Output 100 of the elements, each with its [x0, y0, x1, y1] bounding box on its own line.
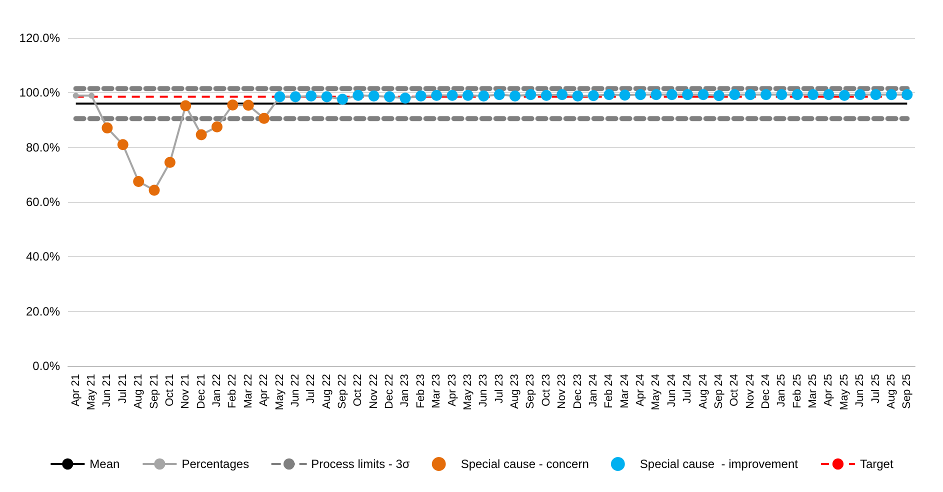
- x-tick-label: May 22: [274, 374, 286, 410]
- point: [164, 156, 176, 168]
- x-tick-label: Jun 22: [289, 374, 302, 408]
- x-tick-label: Sep 21: [148, 374, 160, 409]
- x-tick-label: Nov 22: [368, 374, 380, 409]
- x-tick-label: Dec 24: [760, 374, 772, 409]
- x-tick-label: Aug 23: [509, 374, 522, 409]
- point: [148, 184, 160, 196]
- point: [870, 89, 882, 100]
- point: [823, 89, 834, 100]
- x-tick-label: Sep 22: [336, 374, 348, 409]
- point: [290, 91, 301, 102]
- x-tick-label: May 23: [462, 374, 474, 410]
- point: [212, 121, 223, 132]
- point: [258, 112, 270, 124]
- x-tick-label: Jan 22: [211, 374, 224, 408]
- point: [196, 129, 207, 140]
- x-tick-label: Feb 22: [226, 374, 239, 408]
- x-tick-label: Oct 22: [352, 374, 364, 406]
- x-tick-label: Nov 23: [556, 374, 568, 409]
- x-tick-label: Jan 23: [399, 374, 412, 408]
- point: [117, 139, 128, 150]
- x-tick-label: Mar 22: [242, 374, 254, 408]
- y-tick-label: 120.0%: [19, 31, 60, 45]
- legend-label: Special cause - concern: [460, 457, 589, 471]
- point: [510, 90, 521, 102]
- point: [682, 89, 694, 100]
- x-tick-label: Jul 21: [116, 374, 129, 404]
- x-tick-label: Jun 25: [854, 374, 866, 408]
- point: [306, 90, 317, 102]
- point: [180, 100, 192, 112]
- y-tick-label: 60.0%: [26, 195, 60, 209]
- legend-label: Special cause - improvement: [640, 457, 799, 471]
- point: [886, 89, 897, 100]
- legend-label: Percentages: [182, 457, 250, 471]
- y-tick-label: 0.0%: [32, 359, 60, 373]
- x-tick-label: Aug 22: [320, 374, 333, 409]
- point: [808, 89, 819, 100]
- x-tick-label: Jun 23: [478, 374, 490, 408]
- point: [792, 89, 803, 100]
- x-tick-label: Apr 24: [634, 374, 647, 406]
- x-tick-label: Aug 24: [697, 374, 710, 409]
- point: [88, 92, 95, 99]
- x-tick-label: Nov 24: [744, 374, 756, 409]
- point: [446, 90, 458, 101]
- point: [494, 89, 505, 100]
- point: [368, 90, 380, 102]
- x-tick-label: May 25: [838, 374, 850, 410]
- x-tick-label: Jun 21: [101, 374, 114, 408]
- point: [102, 122, 113, 134]
- x-tick-label: Mar 24: [618, 374, 631, 408]
- point: [760, 89, 772, 100]
- x-tick-label: Oct 21: [164, 374, 176, 406]
- point: [902, 89, 913, 100]
- point: [666, 89, 678, 100]
- point: [838, 90, 850, 101]
- point: [556, 89, 568, 100]
- y-tick-label: 80.0%: [26, 140, 60, 154]
- point: [604, 89, 615, 100]
- x-tick-label: Sep 24: [712, 374, 725, 409]
- x-tick-label: Oct 23: [540, 374, 552, 406]
- y-tick-label: 40.0%: [26, 250, 60, 264]
- point: [415, 90, 426, 102]
- legend-label: Process limits - 3σ: [311, 457, 410, 471]
- point: [635, 89, 646, 100]
- point: [384, 91, 396, 102]
- x-tick-label: May 24: [650, 374, 662, 410]
- y-tick-label: 20.0%: [26, 304, 60, 318]
- point: [619, 90, 630, 101]
- point: [713, 90, 724, 102]
- point: [227, 99, 238, 110]
- point: [462, 90, 474, 101]
- x-tick-label: Feb 24: [603, 374, 616, 408]
- point: [400, 92, 411, 104]
- legend-label: Mean: [90, 457, 120, 471]
- point: [588, 90, 599, 102]
- point: [698, 89, 709, 100]
- x-tick-label: Dec 21: [195, 374, 208, 409]
- x-tick-label: Dec 23: [572, 374, 584, 409]
- point: [729, 89, 740, 100]
- point: [540, 90, 552, 101]
- y-tick-label: 100.0%: [19, 86, 60, 100]
- x-tick-label: Jul 25: [870, 374, 882, 404]
- x-tick-label: Jul 23: [493, 374, 506, 404]
- legend-label: Target: [860, 457, 894, 471]
- x-tick-label: Oct 24: [728, 374, 741, 406]
- point: [478, 90, 490, 102]
- x-tick-label: Jan 25: [776, 374, 788, 408]
- point: [744, 89, 756, 100]
- x-tick-label: Feb 23: [414, 374, 427, 408]
- x-tick-label: Jul 22: [305, 374, 318, 404]
- x-tick-label: Aug 21: [132, 374, 145, 409]
- point: [572, 90, 584, 102]
- point: [352, 90, 364, 101]
- point: [854, 89, 866, 100]
- x-tick-label: Apr 21: [70, 374, 82, 406]
- x-tick-label: May 21: [86, 374, 98, 410]
- point: [650, 89, 662, 100]
- x-tick-label: Feb 25: [791, 374, 804, 408]
- point: [525, 89, 536, 100]
